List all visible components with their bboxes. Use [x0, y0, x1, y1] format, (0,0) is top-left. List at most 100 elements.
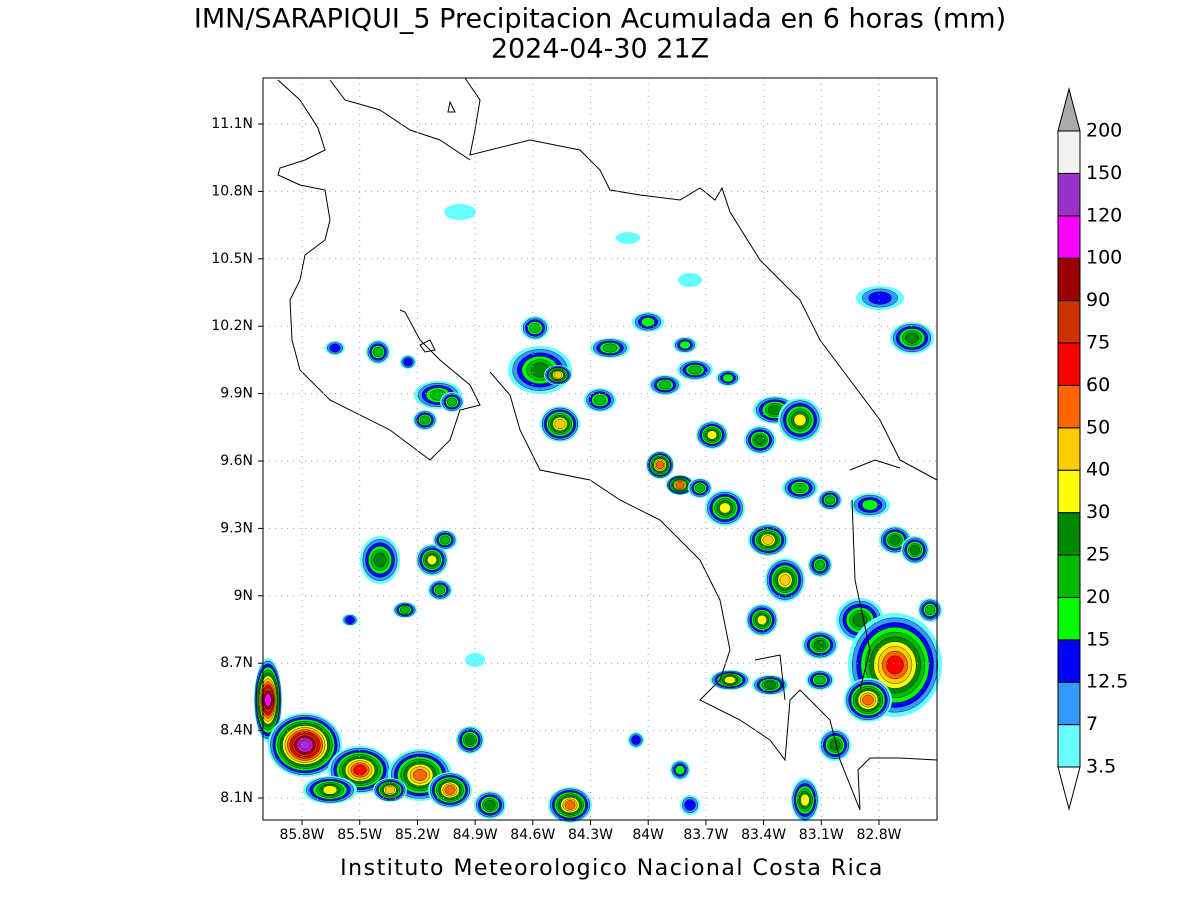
precip-contour: [602, 343, 618, 353]
lon-label: 84.3W: [568, 827, 613, 843]
precip-contour: [353, 764, 367, 776]
precip-contour: [722, 373, 734, 383]
precip-contour: [631, 735, 641, 745]
precip-contour: [724, 676, 736, 684]
colorbar-label: 30: [1086, 501, 1110, 523]
precip-contour: [688, 365, 702, 375]
precip-contour: [905, 332, 919, 344]
precip-contour: [886, 655, 904, 675]
lon-label: 83.1W: [799, 827, 844, 843]
lat-label: 10.8N: [211, 183, 253, 199]
lat-label: 8.4N: [220, 723, 253, 739]
lat-label: 11.1N: [211, 116, 253, 132]
precip-contour: [465, 735, 475, 745]
precip-contour: [779, 574, 791, 586]
colorbar-label: 25: [1086, 544, 1110, 566]
precip-contour: [800, 793, 810, 807]
coastline: [489, 371, 938, 811]
precip-contour: [910, 545, 920, 555]
lon-label: 85.5W: [337, 827, 382, 843]
precip-contour: [695, 483, 705, 493]
lon-label: 83.4W: [741, 827, 786, 843]
lon-label: 83.7W: [683, 827, 728, 843]
precip-contour: [925, 605, 935, 615]
colorbar-label: 3.5: [1086, 756, 1116, 778]
precip-contour: [264, 693, 272, 707]
colorbar-box: [1057, 257, 1081, 302]
colorbar-box: [1057, 384, 1081, 429]
precip-contour: [861, 499, 879, 511]
precip-contour: [679, 340, 691, 350]
precip-contour: [655, 460, 665, 470]
graticule: [258, 78, 937, 825]
precip-contour: [616, 232, 640, 244]
precip-contour: [719, 502, 731, 514]
precip-contour: [564, 800, 576, 810]
precip-contour: [420, 415, 430, 425]
colorbar-under: [1057, 766, 1081, 811]
colorbar-box: [1057, 342, 1081, 386]
precip-contour: [593, 395, 607, 405]
precip-contour: [373, 347, 383, 357]
precip-contour: [678, 273, 702, 287]
colorbar-label: 75: [1086, 332, 1110, 354]
precip-contour: [793, 413, 807, 427]
lat-label: 8.7N: [220, 655, 253, 671]
title: IMN/SARAPIQUI_5 Precipitacion Acumulada …: [194, 4, 1006, 35]
precip-contour: [447, 397, 457, 407]
lat-label: 9.9N: [220, 386, 253, 402]
coastline: [464, 77, 938, 481]
coastlines: [277, 77, 938, 811]
colorbar-box: [1057, 554, 1081, 598]
colorbar-label: 100: [1086, 247, 1122, 269]
precip-contour: [444, 204, 476, 220]
precip-contour: [435, 585, 445, 595]
colorbar: 3.5 7 12.5 15 20 25 30 40 50 60 75 90 100 120 150 200: [1057, 87, 1128, 811]
island: [419, 100, 456, 353]
lat-label: 10.2N: [211, 318, 253, 334]
precip-contour: [762, 535, 774, 545]
precip-contour: [814, 640, 826, 650]
precip-contour: [658, 380, 672, 390]
colorbar-label: 15: [1086, 628, 1110, 650]
colorbar-box: [1057, 596, 1081, 641]
precip-field: [254, 204, 942, 823]
subtitle: 2024-04-30 21Z: [491, 34, 709, 65]
precip-contour: [675, 481, 685, 489]
precip-contour: [757, 615, 768, 626]
precip-contour: [862, 694, 874, 706]
precip-contour: [403, 357, 413, 367]
precip-contour: [329, 343, 341, 353]
colorbar-label: 150: [1086, 162, 1122, 184]
precip-contour: [299, 739, 311, 751]
precip-contour: [444, 785, 456, 795]
precip-contour: [707, 430, 718, 440]
colorbar-box: [1057, 172, 1081, 217]
colorbar-label: 50: [1086, 416, 1110, 438]
colorbar-label: 120: [1086, 204, 1122, 226]
precip-contour: [868, 291, 892, 305]
border: [754, 459, 901, 701]
precip-contour: [554, 418, 566, 430]
colorbar-box: [1057, 681, 1081, 726]
colorbar-box: [1057, 469, 1081, 514]
colorbar-label: 20: [1086, 586, 1110, 608]
precip-contour: [764, 680, 776, 690]
precip-contour: [400, 606, 410, 614]
coastline: [277, 79, 481, 461]
precip-contour: [675, 765, 685, 775]
precip-contour: [440, 535, 450, 545]
precip-contour: [889, 535, 901, 545]
lon-label: 84W: [632, 827, 664, 843]
colorbar-over: [1057, 87, 1081, 132]
colorbar-label: 200: [1086, 120, 1122, 142]
colorbar-box: [1057, 427, 1081, 471]
lat-label: 8.1N: [220, 790, 253, 806]
colorbar-label: 7: [1086, 713, 1098, 735]
precip-contour: [373, 552, 387, 568]
lon-label: 85.8W: [279, 827, 324, 843]
lon-label: 85.2W: [395, 827, 440, 843]
colorbar-label: 40: [1086, 459, 1110, 481]
precip-contour: [814, 675, 826, 685]
lat-label: 9N: [234, 588, 253, 604]
